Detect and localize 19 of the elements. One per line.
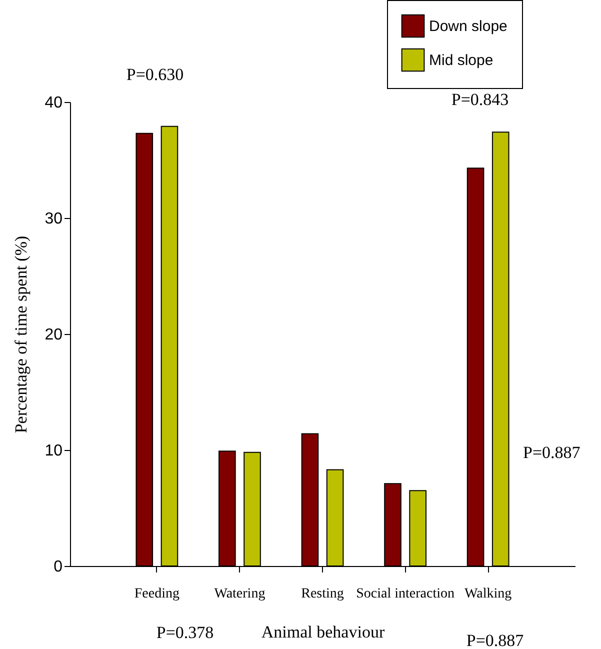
legend-label: Down slope bbox=[429, 18, 508, 35]
x-tick-label: Social interaction bbox=[356, 586, 454, 602]
x-axis-title: Animal behaviour bbox=[261, 622, 385, 642]
annotation: P=0.887 bbox=[523, 443, 581, 462]
text: P=0.630 bbox=[126, 65, 184, 84]
legend-label: Mid slope bbox=[429, 52, 494, 69]
y-tick-label: 10 bbox=[44, 442, 63, 460]
x-tick-label: Resting bbox=[301, 586, 344, 602]
y-tick-label: 30 bbox=[44, 210, 63, 228]
annotation: P=0.843 bbox=[451, 90, 509, 109]
x-tick-label: Watering bbox=[214, 586, 266, 602]
x-tick-label: Feeding bbox=[134, 586, 180, 602]
y-tick-label: 40 bbox=[44, 94, 63, 112]
y-axis-title: Percentage of time spent (%) bbox=[12, 236, 31, 434]
y-tick-label: 0 bbox=[54, 558, 63, 576]
x-tick-label: Walking bbox=[464, 586, 512, 602]
y-tick-label: 20 bbox=[44, 326, 63, 344]
text: P=0.378 bbox=[156, 623, 214, 642]
text: P=0.887 bbox=[466, 631, 524, 649]
